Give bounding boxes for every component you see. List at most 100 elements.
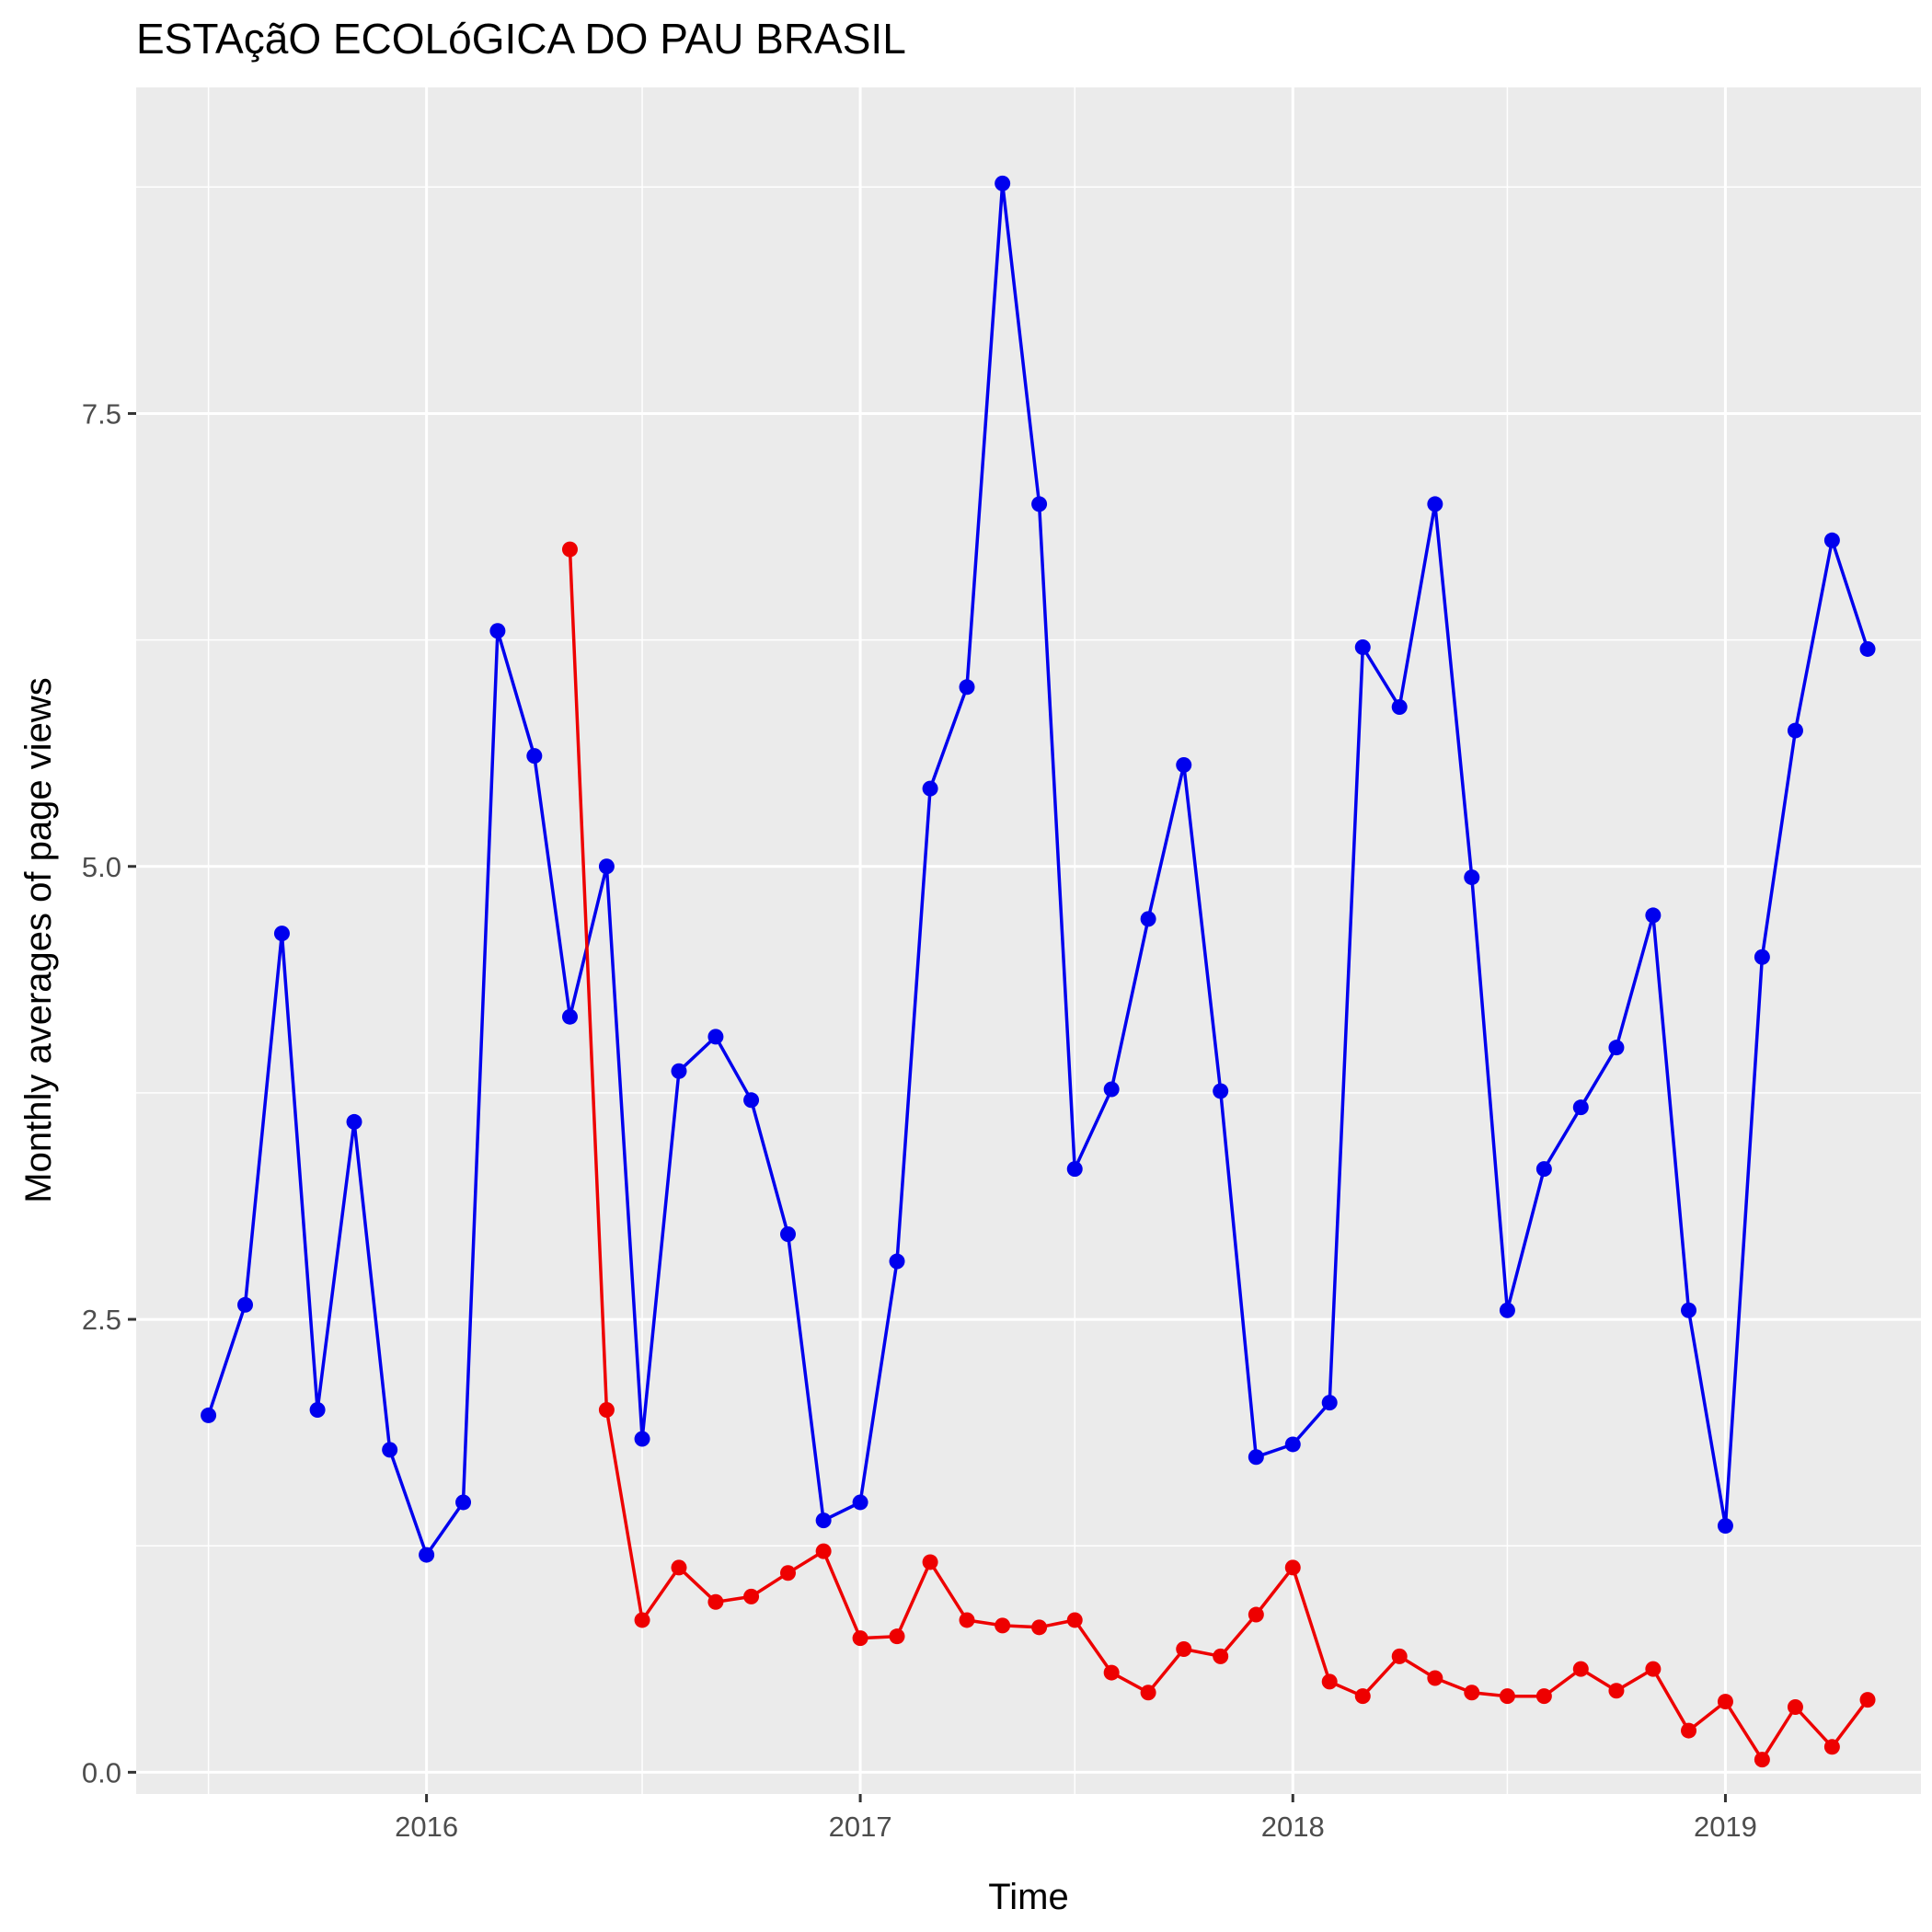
data-point — [1284, 1559, 1301, 1576]
data-point — [1248, 1449, 1264, 1466]
data-point — [1176, 1640, 1192, 1657]
data-point — [1499, 1302, 1515, 1318]
data-point — [1354, 638, 1371, 655]
data-point — [1572, 1661, 1589, 1677]
data-point — [1535, 1161, 1552, 1178]
data-point — [1354, 1688, 1371, 1705]
data-point — [959, 679, 975, 696]
data-point — [852, 1494, 868, 1511]
data-point — [1213, 1083, 1229, 1099]
data-point — [1031, 496, 1048, 512]
data-point — [346, 1113, 362, 1130]
y-axis-title: Monthly averages of page views — [18, 677, 59, 1202]
y-tick-label: 0.0 — [82, 1756, 121, 1788]
data-point — [1391, 1648, 1408, 1664]
data-point — [1427, 496, 1443, 512]
data-point — [889, 1628, 905, 1645]
data-point — [1103, 1081, 1120, 1098]
x-tick-label: 2019 — [1694, 1811, 1757, 1843]
x-axis: 2016 2017 2018 2019 — [395, 1794, 1757, 1843]
data-point — [489, 623, 506, 639]
data-point — [1321, 1673, 1338, 1690]
data-point — [922, 780, 938, 797]
x-tick-label: 2018 — [1261, 1811, 1325, 1843]
y-tick-label: 2.5 — [82, 1304, 121, 1336]
data-point — [1464, 869, 1480, 886]
data-point — [1859, 640, 1876, 657]
data-point — [1284, 1436, 1301, 1453]
data-point — [1427, 1670, 1443, 1686]
data-point — [889, 1253, 905, 1270]
data-point — [707, 1593, 724, 1610]
data-point — [273, 926, 290, 942]
data-point — [1823, 532, 1840, 548]
data-point — [779, 1565, 796, 1581]
data-point — [1754, 949, 1770, 965]
data-point — [1572, 1099, 1589, 1116]
data-point — [852, 1630, 868, 1647]
data-point — [382, 1442, 398, 1458]
data-point — [1103, 1664, 1120, 1681]
data-point — [1754, 1752, 1770, 1768]
grid — [136, 87, 1921, 1794]
data-point — [1213, 1648, 1229, 1664]
data-point — [815, 1543, 832, 1559]
data-point — [743, 1092, 760, 1109]
series-2 — [561, 541, 1876, 1768]
data-point — [1031, 1619, 1048, 1636]
y-tick-label: 7.5 — [82, 397, 121, 430]
data-point — [634, 1612, 650, 1628]
data-point — [598, 1402, 615, 1419]
data-point — [922, 1554, 938, 1570]
x-tick-label: 2016 — [395, 1811, 458, 1843]
data-point — [309, 1402, 326, 1419]
series-1 — [201, 175, 1876, 1563]
data-point — [237, 1296, 254, 1313]
data-point — [1248, 1606, 1264, 1623]
data-point — [455, 1494, 472, 1511]
data-point — [1717, 1518, 1733, 1535]
data-point — [1140, 1685, 1156, 1701]
x-tick-label: 2017 — [829, 1811, 892, 1843]
data-point — [995, 175, 1011, 191]
data-point — [561, 1008, 578, 1025]
y-tick-label: 5.0 — [82, 851, 121, 883]
data-point — [1391, 698, 1408, 715]
data-point — [1140, 911, 1156, 927]
data-point — [598, 858, 615, 875]
data-point — [1645, 1661, 1662, 1677]
data-point — [671, 1063, 687, 1079]
data-point — [1535, 1688, 1552, 1705]
data-point — [1066, 1161, 1083, 1178]
chart-title: ESTAçãO ECOLóGICA DO PAU BRASIL — [136, 15, 906, 63]
data-point — [743, 1588, 760, 1604]
data-point — [707, 1029, 724, 1045]
data-point — [671, 1559, 687, 1576]
y-axis: 0.0 2.5 5.0 7.5 — [82, 397, 136, 1788]
data-point — [1608, 1040, 1625, 1056]
data-point — [995, 1617, 1011, 1634]
data-point — [779, 1226, 796, 1243]
data-point — [959, 1612, 975, 1628]
data-point — [1321, 1395, 1338, 1411]
data-point — [1645, 907, 1662, 924]
data-point — [526, 748, 543, 765]
data-point — [1464, 1685, 1480, 1701]
series-layer — [201, 175, 1876, 1768]
data-point — [1787, 1698, 1803, 1715]
data-point — [1717, 1694, 1733, 1710]
data-point — [419, 1547, 435, 1563]
data-point — [634, 1431, 650, 1447]
data-point — [201, 1407, 217, 1423]
x-axis-title: Time — [988, 1877, 1068, 1917]
data-point — [1681, 1302, 1697, 1318]
data-point — [1608, 1683, 1625, 1699]
data-point — [1066, 1612, 1083, 1628]
data-point — [561, 541, 578, 558]
data-point — [1787, 722, 1803, 739]
data-point — [1823, 1739, 1840, 1755]
data-point — [815, 1512, 832, 1529]
data-point — [1681, 1722, 1697, 1739]
plot-panel — [136, 87, 1921, 1794]
